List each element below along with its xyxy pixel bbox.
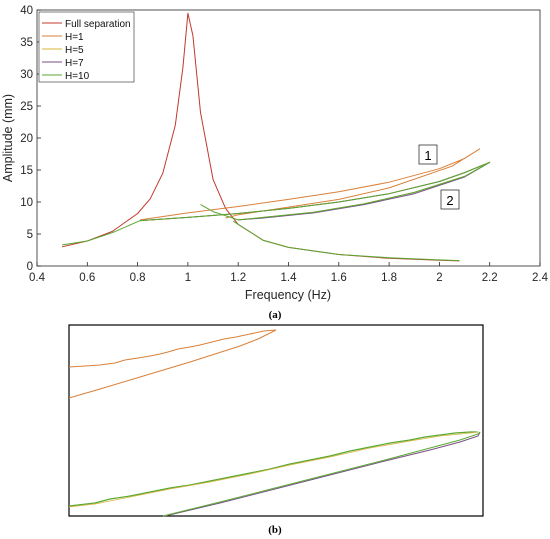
y-tick-label: 25 xyxy=(20,101,33,113)
legend-label-h5: H=5 xyxy=(65,45,84,56)
zoom-curve-h10-upper xyxy=(68,431,478,507)
annotation-box-2 xyxy=(440,189,460,210)
panel-caption-b: (b) xyxy=(268,524,282,536)
x-tick-label: 1.8 xyxy=(381,272,397,284)
x-tick-label: 2.2 xyxy=(482,272,498,284)
zoom-curve-h5-upper xyxy=(68,431,479,508)
annotation-label-1: 1 xyxy=(424,148,431,163)
zoom-curve-h7-lower xyxy=(164,431,481,517)
legend: Full separation H=1 H=5 H=7 H=10 xyxy=(38,11,135,83)
series-group-a xyxy=(61,12,491,262)
legend-box xyxy=(38,11,135,83)
legend-label-h1: H=1 xyxy=(65,32,84,43)
zoom-curve-h1-upper xyxy=(68,329,277,368)
legend-label-h10: H=10 xyxy=(65,71,90,82)
x-tick-label: 2.4 xyxy=(532,272,549,284)
series-line-h-1-1 xyxy=(140,148,481,221)
panel-caption-a: (a) xyxy=(269,309,282,321)
y-tick-label: 15 xyxy=(20,165,33,177)
x-axis-label: Frequency (Hz) xyxy=(245,288,331,302)
y-tick-label: 30 xyxy=(20,69,33,81)
series-line-h-10-5 xyxy=(232,220,460,262)
x-tick-label: 1 xyxy=(185,272,191,284)
y-tick-label: 5 xyxy=(27,229,33,241)
x-tick-label: 1.6 xyxy=(331,272,347,284)
x-tick-label: 1.4 xyxy=(281,272,298,284)
x-tick-label: 2 xyxy=(436,272,442,284)
axis-ticks-a: 0.4 0.6 0.8 1 1.2 1.4 1.6 1.8 2 2.2 2.4 0 5 10 15 20 25 3… xyxy=(20,5,548,284)
y-axis-label: Amplitude (mm) xyxy=(1,94,15,182)
x-tick-label: 0.4 xyxy=(29,272,46,284)
y-tick-label: 0 xyxy=(27,261,33,273)
zoom-curves xyxy=(68,329,481,517)
annotation-box-1 xyxy=(418,144,438,165)
legend-label-h7: H=7 xyxy=(65,58,84,69)
series-line-h-10-4 xyxy=(62,161,491,246)
legend-label-full-separation: Full separation xyxy=(65,19,131,30)
x-tick-label: 0.6 xyxy=(79,272,95,284)
x-tick-label: 1.2 xyxy=(230,272,246,284)
x-tick-label: 0.8 xyxy=(130,272,146,284)
zoom-panel-b xyxy=(68,324,484,517)
y-tick-label: 10 xyxy=(20,197,33,209)
annotation-label-2: 2 xyxy=(446,193,453,208)
zoom-curve-h10-lower xyxy=(162,431,481,517)
zoom-curve-h1-lower xyxy=(68,329,277,399)
y-tick-label: 35 xyxy=(20,37,33,49)
y-tick-label: 20 xyxy=(20,133,33,145)
y-tick-label: 40 xyxy=(20,5,33,17)
